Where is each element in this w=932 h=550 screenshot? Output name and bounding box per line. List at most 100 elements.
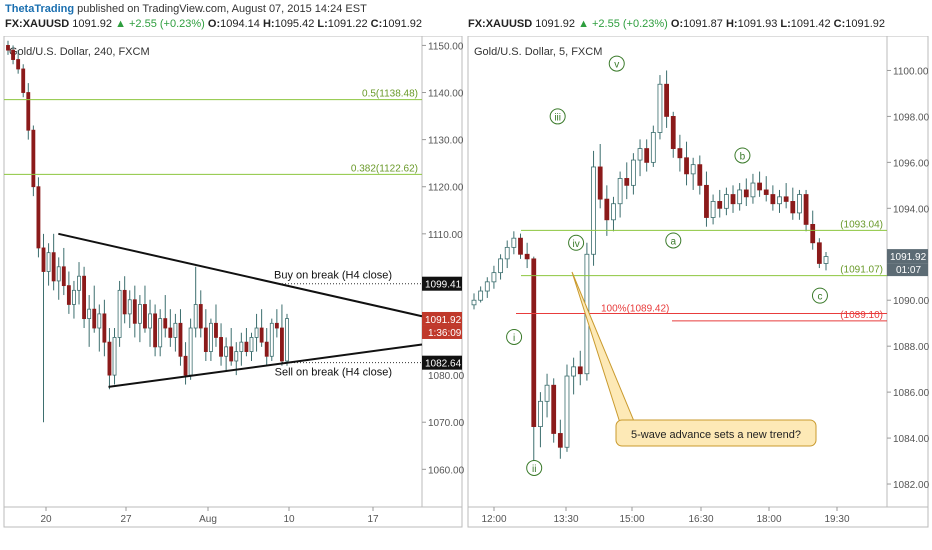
right-chart-title: Gold/U.S. Dollar, 5, FXCM [474,46,602,58]
candle-body [56,266,61,282]
left-price-axis-frame [421,36,463,508]
candle-body [810,223,816,244]
candle-body [254,327,259,338]
break-price-label: 1082.64 [425,359,462,370]
candle-body [224,346,229,357]
candle-body [564,375,570,448]
wave-label: b [740,151,746,162]
left-o-label: O: [207,18,221,30]
left-chart-title: Gold/U.S. Dollar, 240, FXCM [9,46,150,58]
left-change: ▲ +2.55 (+0.23%) [115,18,205,30]
y-tick-label: 1086.00 [893,388,930,399]
wave-label-circle [734,147,751,164]
candle-body [624,178,630,186]
candle-body [604,198,610,221]
candle-body [87,308,92,319]
triangle-upper-line [58,232,423,318]
candle-body [644,148,650,163]
right-c: 1091.92 [845,18,885,30]
candle-body [158,318,163,348]
candle-body [208,322,213,352]
last-price-box [887,249,928,264]
candle-body [193,304,198,329]
y-tick-label: 1070.00 [428,418,465,429]
y-tick-label: 1094.00 [893,204,930,215]
candle-body [478,290,484,301]
candle-body [203,327,208,352]
wave-label: ii [532,464,536,475]
candle-body [11,49,15,60]
candle-body [51,252,56,282]
x-tick-label: 12:00 [481,514,506,525]
candle-body [168,327,173,338]
x-tick-label: 18:00 [756,514,781,525]
x-tick-label: 13:30 [553,514,578,525]
candle-body [704,184,709,218]
candle-body [92,308,97,329]
countdown-label: 01:07 [896,265,921,276]
candle-body [650,132,656,163]
candle-body [41,247,46,272]
y-tick-label: 1096.00 [893,158,930,169]
candle-body [280,327,284,362]
candle-body [26,92,31,131]
y-tick-label: 1130.00 [428,136,464,147]
candle-body [717,201,723,209]
wave-label-circle [526,459,543,476]
wave-label-circle [549,108,566,125]
right-l-label: L: [780,18,791,30]
candle-body [183,355,188,376]
candle-body [777,196,782,205]
y-tick-label: 1060.00 [428,465,465,476]
candle-body [6,45,10,51]
candle-body [498,258,503,274]
level-label: (1091.07) [840,265,883,276]
left-l: 1091.22 [327,18,368,30]
y-tick-label: 1084.00 [893,434,930,445]
x-tick-label: 10 [283,514,295,525]
candle-body [631,159,636,186]
candle-body [219,337,223,357]
candle-body [803,194,809,225]
candle-body [571,366,577,377]
candle-body [790,201,796,214]
candle-body [264,341,269,357]
candle-body [591,166,596,255]
wave-label-circle [811,287,828,304]
y-tick-label: 1140.00 [428,89,464,100]
right-o: 1091.87 [683,18,723,30]
wave-label-circle [506,328,523,345]
x-tick-label: 19:30 [824,514,849,525]
countdown-box [887,263,928,277]
level-label: (1093.04) [840,219,883,230]
candle-body [617,178,623,205]
candle-body [723,194,729,209]
left-chart[interactable]: Gold/U.S. Dollar, 240, FXCM 0.5(1138.48)… [0,36,466,550]
right-symbol[interactable]: FX:XAUUSD [468,18,533,30]
x-tick-label: 16:30 [688,514,713,525]
candle-body [504,246,510,260]
y-tick-label: 1120.00 [428,183,464,194]
right-last: 1091.92 [535,18,575,30]
left-l-label: L: [317,18,328,30]
candle-body [531,258,537,427]
x-tick-label: 20 [40,514,52,525]
candle-body [730,194,736,205]
candle-body [132,299,137,324]
candle-body [21,68,26,93]
wave-label-circle [568,234,585,251]
candle-body [750,182,756,198]
candle-body [690,164,696,175]
left-symbol[interactable]: FX:XAUUSD [5,18,70,30]
left-h-label: H: [262,18,275,30]
right-chart[interactable]: Gold/U.S. Dollar, 5, FXCM (1093.04) (1091… [466,36,932,550]
candle-body [757,182,762,191]
author-link[interactable]: ThetaTrading [5,3,75,15]
break-level-label: Sell on break (H4 close) [275,367,392,379]
candle-body [259,327,264,343]
level-label: 100%(1089.42) [601,304,669,315]
candle-body [285,318,289,362]
candle-body [102,313,107,343]
candle-body [16,59,21,70]
left-plot-frame [3,36,423,508]
